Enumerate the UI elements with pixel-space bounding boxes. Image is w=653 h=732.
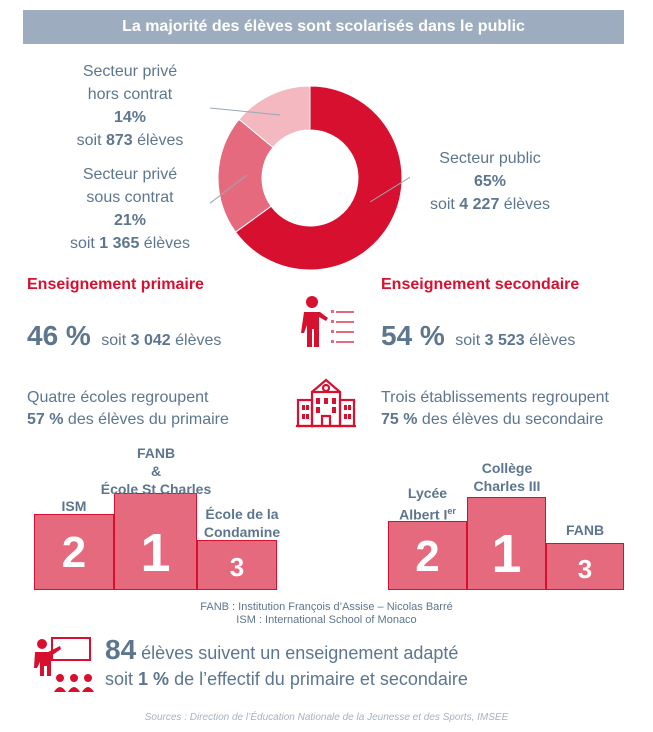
podium-secondaire-second-label: Lycée Albert Ier xyxy=(399,485,456,523)
podium-secondaire-second: 2 xyxy=(388,521,467,590)
podium-secondaire-third: 3 xyxy=(546,543,624,590)
classroom-teacher-icon xyxy=(34,637,94,692)
school-building-icon xyxy=(296,378,356,428)
podium-primaire-second-label: ISM xyxy=(61,498,87,514)
leader-line-sous-contrat xyxy=(210,174,248,204)
source-note: Sources : Direction de l’Éducation Natio… xyxy=(144,712,509,723)
secondaire-title: Enseignement secondaire xyxy=(381,276,580,293)
donut-chart xyxy=(210,85,410,271)
adapted-teaching-text: 84 élèves suivent un enseignement adapté… xyxy=(105,634,468,690)
podium-primaire-third-label: École de la Condamine xyxy=(203,506,281,540)
podium-primaire-third: 3 xyxy=(197,540,277,590)
primaire-description: Quatre écoles regroupent 57 % des élèves… xyxy=(27,389,229,428)
secondaire-description: Trois établissements regroupent 75 % des… xyxy=(381,389,609,428)
podium-primaire-first-label: FANB & École St Charles xyxy=(100,445,212,497)
leader-line-hors-contrat xyxy=(210,107,281,116)
page-title: La majorité des élèves sont scolarisés d… xyxy=(23,10,624,44)
podium-secondaire-third-label: FANB xyxy=(565,522,605,538)
primaire-share: 46 % soit 3 042 élèves xyxy=(27,320,222,351)
label-hors-contrat: Secteur privé hors contrat 14% soit 873 … xyxy=(76,63,184,149)
teacher-board-icon xyxy=(301,296,354,347)
donut-slice-2 xyxy=(238,85,311,149)
secondaire-share: 54 % soit 3 523 élèves xyxy=(381,320,576,351)
primaire-title: Enseignement primaire xyxy=(27,276,204,293)
podium-secondaire-first: 1 xyxy=(467,497,546,590)
label-public: Secteur public 65% soit 4 227 élèves xyxy=(429,150,551,213)
label-sous-contrat: Secteur privé sous contrat 21% soit 1 36… xyxy=(69,166,191,252)
abbreviations-note: FANB : Institution François d’Assise – N… xyxy=(200,601,453,626)
podium-secondaire-first-label: Collège Charles III xyxy=(473,460,541,494)
leader-line-public xyxy=(369,176,410,203)
podium-primaire-first: 1 xyxy=(114,493,197,590)
podium-primaire-second: 2 xyxy=(34,514,114,590)
donut-slice-0 xyxy=(234,85,403,271)
